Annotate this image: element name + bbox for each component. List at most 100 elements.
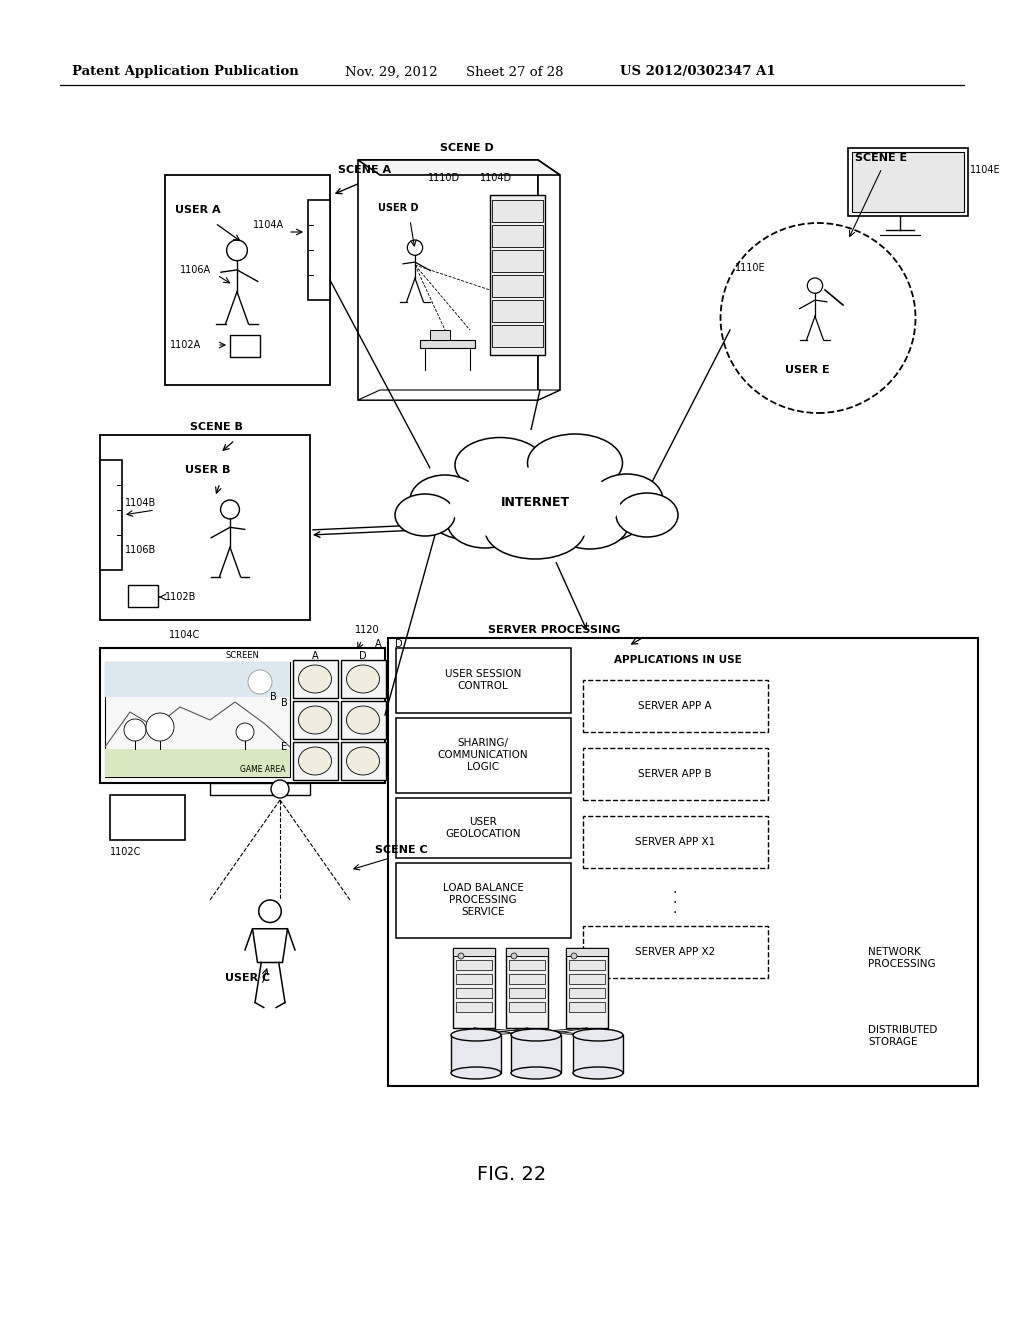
Text: USER C: USER C (225, 973, 270, 983)
Text: A: A (375, 639, 382, 649)
Bar (852, 152, 964, 213)
Text: INTERNET: INTERNET (501, 496, 569, 510)
Ellipse shape (616, 492, 678, 537)
Bar (456, 987, 492, 998)
Bar (456, 960, 492, 970)
Bar (293, 742, 338, 780)
Ellipse shape (346, 747, 380, 775)
Text: 1104E: 1104E (970, 165, 1000, 176)
Text: Sheet 27 of 28: Sheet 27 of 28 (466, 66, 563, 78)
Text: B: B (281, 698, 288, 708)
Text: SERVER APP X1: SERVER APP X1 (635, 837, 715, 847)
Bar (492, 275, 543, 297)
Text: 1104B: 1104B (125, 498, 157, 508)
Text: SCENE B: SCENE B (190, 422, 243, 432)
Bar (848, 148, 968, 216)
Bar (492, 300, 543, 322)
Text: SCREEN: SCREEN (225, 652, 259, 660)
Bar (509, 1002, 545, 1012)
Bar (490, 195, 545, 355)
Bar (341, 701, 386, 739)
Ellipse shape (299, 747, 332, 775)
Ellipse shape (573, 1067, 623, 1078)
Bar (430, 330, 450, 341)
Bar (308, 201, 330, 300)
Text: Patent Application Publication: Patent Application Publication (72, 66, 299, 78)
Text: SCENE D: SCENE D (440, 143, 494, 153)
Bar (566, 948, 608, 1028)
Bar (456, 1002, 492, 1012)
Text: 1102C: 1102C (110, 847, 141, 857)
Bar (341, 660, 386, 698)
Circle shape (146, 713, 174, 741)
Bar (100, 648, 385, 783)
Circle shape (511, 953, 517, 960)
Bar (566, 948, 608, 956)
Text: E: E (281, 742, 287, 752)
Text: SCENE E: SCENE E (855, 153, 907, 162)
Ellipse shape (451, 1067, 501, 1078)
Text: DISTRIBUTED
STORAGE: DISTRIBUTED STORAGE (868, 1026, 937, 1047)
Bar (509, 987, 545, 998)
Bar (105, 663, 290, 777)
Ellipse shape (485, 502, 585, 558)
Bar (453, 948, 495, 956)
Bar (506, 948, 548, 956)
Text: .: . (673, 892, 677, 906)
Text: USER D: USER D (378, 203, 419, 213)
Ellipse shape (455, 455, 615, 535)
Bar (100, 436, 310, 620)
Ellipse shape (346, 706, 380, 734)
Polygon shape (538, 160, 560, 400)
Text: SERVER APP B: SERVER APP B (638, 770, 712, 779)
Bar (293, 660, 338, 698)
Text: 1106A: 1106A (180, 265, 211, 275)
Text: B: B (270, 692, 276, 702)
Text: USER B: USER B (185, 465, 230, 475)
Polygon shape (358, 160, 560, 176)
Bar (509, 960, 545, 970)
Text: USER E: USER E (785, 366, 829, 375)
Bar (358, 160, 538, 400)
Text: 1102B: 1102B (165, 591, 197, 602)
Bar (210, 783, 310, 795)
Bar (569, 974, 605, 983)
Ellipse shape (511, 1030, 561, 1041)
Text: 1110E: 1110E (735, 263, 766, 273)
Text: 1120: 1120 (355, 624, 380, 635)
Ellipse shape (527, 434, 623, 492)
Bar (396, 648, 571, 713)
Ellipse shape (551, 498, 629, 549)
Polygon shape (358, 389, 560, 400)
Text: SERVER APP X2: SERVER APP X2 (635, 946, 715, 957)
Ellipse shape (455, 437, 545, 492)
Ellipse shape (511, 1067, 561, 1078)
Ellipse shape (299, 665, 332, 693)
Ellipse shape (553, 478, 647, 543)
Bar (453, 948, 495, 1028)
Ellipse shape (410, 475, 480, 525)
Text: Nov. 29, 2012: Nov. 29, 2012 (345, 66, 437, 78)
Bar (451, 1035, 501, 1073)
Text: USER A: USER A (175, 205, 220, 215)
Text: USER SESSION
CONTROL: USER SESSION CONTROL (444, 669, 521, 690)
Text: APPLICATIONS IN USE: APPLICATIONS IN USE (614, 655, 741, 665)
Text: 1104C: 1104C (169, 630, 201, 640)
Bar (569, 960, 605, 970)
Text: 1104D: 1104D (480, 173, 512, 183)
Text: LOAD BALANCE
PROCESSING
SERVICE: LOAD BALANCE PROCESSING SERVICE (442, 883, 523, 916)
Text: SERVER PROCESSING: SERVER PROCESSING (488, 624, 621, 635)
Ellipse shape (573, 1030, 623, 1041)
Bar (293, 701, 338, 739)
Bar (341, 742, 386, 780)
Bar (583, 927, 768, 978)
Text: FIG. 22: FIG. 22 (477, 1166, 547, 1184)
Bar (165, 176, 330, 385)
Ellipse shape (425, 480, 515, 540)
Bar (511, 1035, 561, 1073)
Bar (396, 799, 571, 858)
Bar (420, 341, 475, 348)
Bar (105, 748, 290, 777)
Text: SCENE A: SCENE A (338, 165, 391, 176)
Text: .: . (673, 902, 677, 916)
